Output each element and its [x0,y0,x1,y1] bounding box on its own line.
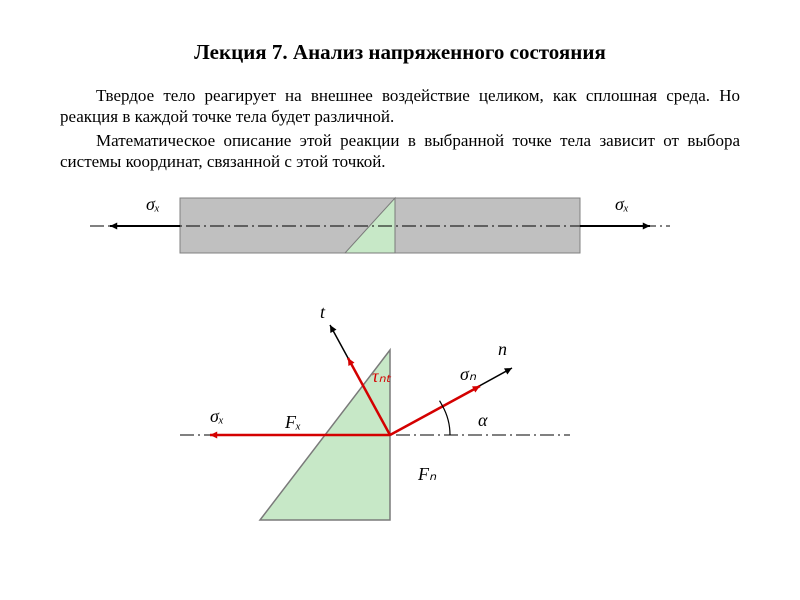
svg-text:t: t [320,302,326,322]
stress-diagram: σₓ σₓ t n σₙ τₙₜ σₓ Fₓ Fₙ α [60,190,740,550]
svg-text:α: α [478,410,488,430]
body-text: Твердое тело реагирует на внешнее воздей… [60,85,740,172]
svg-text:σₓ: σₓ [615,194,629,214]
svg-text:σₓ: σₓ [210,406,224,426]
svg-text:σₙ: σₙ [460,364,477,384]
svg-text:τₙₜ: τₙₜ [372,366,392,386]
svg-text:Fₙ: Fₙ [417,464,437,484]
paragraph-2: Математическое описание этой реакции в в… [60,130,740,173]
paragraph-1: Твердое тело реагирует на внешнее воздей… [60,85,740,128]
svg-text:σₓ: σₓ [146,194,160,214]
svg-text:n: n [498,339,507,359]
page-title: Лекция 7. Анализ напряженного состояния [60,40,740,65]
svg-text:Fₓ: Fₓ [284,412,301,432]
